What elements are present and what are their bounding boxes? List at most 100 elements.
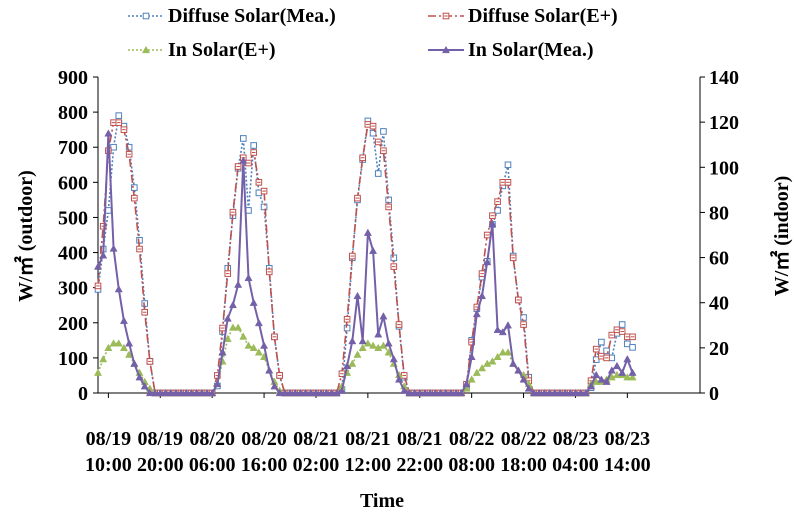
data-point	[504, 161, 512, 169]
data-point	[514, 366, 523, 374]
data-point	[285, 388, 295, 397]
data-point	[555, 388, 564, 397]
data-point	[228, 323, 237, 331]
series-line	[97, 133, 634, 394]
data-point	[260, 341, 269, 349]
data-point	[250, 142, 257, 149]
x-tick-label-date: 08/23	[553, 428, 599, 450]
x-tick-label-time: 18:00	[500, 454, 547, 476]
legend-item: In Solar(E+)	[128, 39, 276, 61]
data-point	[192, 388, 201, 397]
data-point	[550, 388, 559, 397]
x-tick-label-time: 06:00	[189, 454, 236, 476]
x-tick-label-date: 08/20	[189, 428, 235, 450]
data-point	[472, 309, 481, 318]
data-point	[420, 388, 429, 397]
y-right-tick-label: 120	[709, 112, 739, 134]
y-right-tick-label: 80	[709, 202, 729, 224]
data-point	[592, 370, 601, 379]
data-point	[384, 339, 393, 347]
data-point	[223, 314, 232, 322]
data-point	[483, 257, 492, 266]
data-point	[171, 388, 180, 397]
data-point	[607, 373, 616, 381]
data-point	[249, 343, 258, 351]
data-point	[343, 361, 352, 370]
data-point	[478, 364, 487, 372]
data-point	[602, 377, 611, 385]
data-point	[545, 388, 554, 397]
axes: 0 100 200 300 400 500 600 700 800 900 0 20 40 60 80 100…	[58, 67, 739, 476]
series-3	[93, 129, 637, 397]
data-point	[379, 312, 388, 320]
x-tick-label-date: 08/21	[345, 428, 391, 450]
data-point	[498, 348, 507, 356]
data-point	[135, 373, 144, 381]
y-left-tick-label: 200	[58, 313, 88, 335]
data-point	[405, 388, 414, 397]
data-point	[629, 344, 636, 351]
y-left-tick-label: 500	[58, 207, 88, 229]
data-point	[218, 348, 227, 356]
series-layer	[93, 112, 637, 397]
data-point	[369, 341, 378, 349]
data-point	[618, 368, 627, 376]
legend-item: Diffuse Solar(Mea.)	[128, 5, 336, 27]
data-point	[488, 357, 497, 365]
x-tick-label-time: 14:00	[604, 454, 651, 476]
data-point	[239, 332, 248, 340]
data-point	[151, 388, 160, 397]
y-left-tick-label: 900	[58, 67, 88, 89]
x-tick-label-date: 08/23	[605, 428, 651, 450]
data-point	[130, 359, 139, 367]
data-point	[623, 355, 632, 363]
data-point	[125, 143, 133, 151]
data-point	[296, 388, 305, 397]
data-point	[358, 343, 367, 351]
x-tick-label-time: 10:00	[85, 454, 132, 476]
data-point	[452, 388, 461, 397]
data-point	[327, 388, 336, 397]
data-point	[93, 262, 103, 270]
y-right-tick-label: 100	[709, 157, 739, 179]
data-point	[628, 373, 637, 381]
legend-swatch-marker	[441, 45, 451, 54]
x-tick-label-date: 08/21	[293, 428, 339, 450]
legend-label: Diffuse Solar(E+)	[468, 5, 618, 27]
data-point	[177, 388, 186, 397]
data-point	[457, 388, 466, 397]
data-point	[624, 340, 631, 348]
data-point	[618, 321, 626, 328]
data-point	[520, 314, 527, 321]
data-point	[353, 350, 362, 358]
data-point	[592, 377, 601, 385]
data-point	[628, 368, 637, 376]
legend-item: In Solar(Mea.)	[428, 39, 594, 61]
data-point	[240, 135, 247, 142]
data-point	[374, 330, 383, 338]
data-point	[488, 219, 497, 227]
data-point	[607, 366, 616, 374]
data-point	[436, 388, 445, 397]
y-right-tick-label: 140	[709, 67, 739, 89]
data-point	[105, 207, 112, 214]
data-point	[410, 388, 419, 397]
x-tick-label-date: 08/19	[137, 428, 183, 450]
data-point	[254, 318, 263, 327]
data-point	[317, 388, 326, 397]
y-axis-left-title: W/㎡ (outdoor)	[13, 170, 37, 302]
data-point	[467, 375, 476, 383]
data-point	[114, 339, 123, 347]
data-point	[389, 355, 398, 363]
data-point	[379, 341, 388, 349]
data-point	[363, 339, 372, 347]
x-tick-label-time: 04:00	[552, 454, 599, 476]
data-point	[462, 379, 471, 388]
data-point	[265, 366, 274, 374]
data-point	[260, 203, 268, 211]
data-point	[363, 228, 372, 236]
data-point	[332, 388, 341, 397]
y-axis-right-title: W/㎡ (indoor)	[769, 176, 793, 297]
data-point	[131, 184, 138, 191]
data-point	[228, 300, 237, 309]
